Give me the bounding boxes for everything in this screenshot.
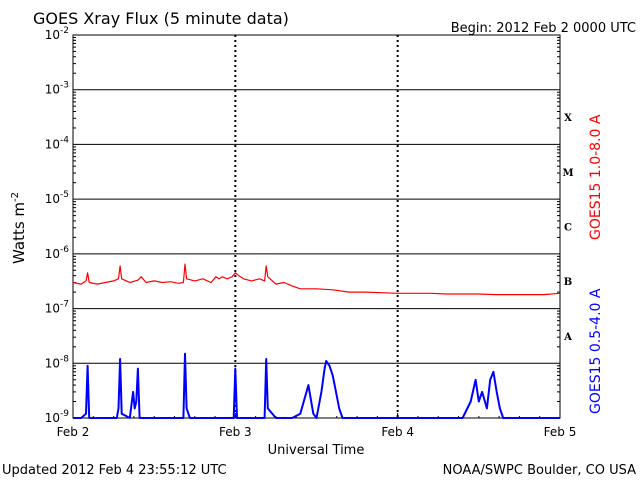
x-tick-label: Feb 4 <box>381 425 414 439</box>
y-tick-label: 10-5 <box>45 190 69 206</box>
y-tick-label: 10-7 <box>45 300 69 316</box>
y-axis-label: Watts m-2 <box>10 192 28 264</box>
x-tick-label: Feb 2 <box>57 425 90 439</box>
updated-timestamp: Updated 2012 Feb 4 23:55:12 UTC <box>2 463 227 478</box>
y-tick-label: 10-4 <box>45 135 70 151</box>
y-tick-base: 10 <box>45 302 60 316</box>
y-tick-base: 10 <box>45 247 60 261</box>
credit-text: NOAA/SWPC Boulder, CO USA <box>443 463 636 478</box>
y-tick-base: 10 <box>45 411 60 425</box>
y-tick-exponent: -7 <box>60 300 69 310</box>
flare-class-a: A <box>563 332 572 343</box>
x-tick-label: Feb 5 <box>544 425 577 439</box>
series-layer <box>72 263 561 419</box>
x-axis-label: Universal Time <box>268 443 365 458</box>
legend-long-band: GOES15 1.0-8.0 A <box>588 114 604 240</box>
grid-layer <box>72 35 561 418</box>
y-tick-exponent: -9 <box>60 409 69 419</box>
y-tick-base: 10 <box>45 192 60 206</box>
flare-class-labels: X M C B A <box>562 113 573 343</box>
y-tick-label: 10-8 <box>45 354 70 370</box>
plot-frame <box>72 34 561 419</box>
y-tick-exponent: -6 <box>60 245 69 255</box>
y-tick-base: 10 <box>45 28 60 42</box>
chart-title: GOES Xray Flux (5 minute data) <box>33 9 289 28</box>
flare-class-b: B <box>564 277 572 288</box>
y-tick-exponent: -4 <box>60 135 69 145</box>
y-tick-base: 10 <box>45 356 60 370</box>
svg-text:Watts m-2: Watts m-2 <box>10 192 28 264</box>
flare-class-m: M <box>562 168 573 179</box>
y-tick-exponent: -3 <box>60 81 69 91</box>
legend-short-band: GOES15 0.5-4.0 A <box>588 288 604 414</box>
y-tick-label: 10-9 <box>45 409 70 425</box>
y-tick-exponent: -2 <box>60 26 69 36</box>
series-long-band-line <box>72 263 561 296</box>
flare-class-x: X <box>564 113 572 124</box>
x-tick-label: Feb 3 <box>219 425 252 439</box>
y-tick-base: 10 <box>45 83 60 97</box>
y-tick-labels: 10-910-810-710-610-510-410-310-2 <box>45 26 70 425</box>
x-tick-labels: Feb 2 Feb 3 Feb 4 Feb 5 <box>57 425 577 439</box>
y-axis-label-sup: -2 <box>10 192 21 202</box>
y-tick-base: 10 <box>45 137 60 151</box>
y-tick-label: 10-2 <box>45 26 69 42</box>
begin-timestamp: Begin: 2012 Feb 2 0000 UTC <box>451 21 636 36</box>
series-short-band-line <box>73 352 560 419</box>
y-tick-exponent: -5 <box>60 190 69 200</box>
flare-class-c: C <box>564 223 572 234</box>
y-tick-label: 10-6 <box>45 245 70 261</box>
y-axis-label-text: Watts m <box>10 202 28 264</box>
y-tick-exponent: -8 <box>60 354 69 364</box>
y-tick-label: 10-3 <box>45 81 69 97</box>
